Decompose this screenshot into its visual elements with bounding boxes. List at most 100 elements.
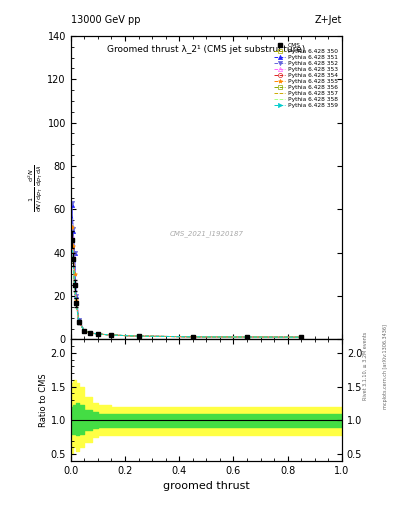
Line: Pythia 6.428 358: Pythia 6.428 358 xyxy=(72,240,301,337)
Pythia 6.428 352 xyxy=(190,334,195,340)
Pythia 6.428 357 xyxy=(71,256,75,262)
Pythia 6.428 350 xyxy=(77,319,81,325)
Pythia 6.428 352 xyxy=(82,328,86,334)
Pythia 6.428 356 xyxy=(136,333,141,339)
Pythia 6.428 351 xyxy=(190,334,195,340)
Pythia 6.428 355 xyxy=(82,328,86,334)
Pythia 6.428 359 xyxy=(109,332,114,338)
Pythia 6.428 356 xyxy=(190,334,195,340)
Pythia 6.428 355 xyxy=(71,243,75,249)
Pythia 6.428 353 xyxy=(71,254,75,260)
Line: Pythia 6.428 352: Pythia 6.428 352 xyxy=(70,201,303,339)
Pythia 6.428 353 xyxy=(77,319,81,325)
Pythia 6.428 354 xyxy=(74,300,79,306)
Pythia 6.428 357 xyxy=(74,300,79,306)
Pythia 6.428 358 xyxy=(244,334,250,340)
Pythia 6.428 353 xyxy=(190,334,195,340)
Line: Pythia 6.428 354: Pythia 6.428 354 xyxy=(70,238,303,339)
Pythia 6.428 358 xyxy=(190,334,195,340)
Pythia 6.428 359 xyxy=(77,319,81,325)
Pythia 6.428 351 xyxy=(82,328,86,334)
Pythia 6.428 357 xyxy=(95,331,100,337)
Pythia 6.428 356 xyxy=(72,282,77,288)
Pythia 6.428 354 xyxy=(109,332,114,338)
Pythia 6.428 355 xyxy=(299,334,303,340)
Pythia 6.428 353 xyxy=(244,334,250,340)
Text: CMS_2021_I1920187: CMS_2021_I1920187 xyxy=(169,230,243,237)
Pythia 6.428 358 xyxy=(95,331,100,337)
Text: mcplots.cern.ch [arXiv:1306.3436]: mcplots.cern.ch [arXiv:1306.3436] xyxy=(383,324,387,409)
Pythia 6.428 356 xyxy=(70,237,74,243)
Pythia 6.428 352 xyxy=(87,330,92,336)
Pythia 6.428 357 xyxy=(87,330,92,336)
Legend: CMS, Pythia 6.428 350, Pythia 6.428 351, Pythia 6.428 352, Pythia 6.428 353, Pyt: CMS, Pythia 6.428 350, Pythia 6.428 351,… xyxy=(273,42,339,109)
Pythia 6.428 355 xyxy=(72,271,77,278)
Pythia 6.428 354 xyxy=(87,330,92,336)
Pythia 6.428 353 xyxy=(87,330,92,336)
Pythia 6.428 353 xyxy=(74,300,79,306)
Pythia 6.428 354 xyxy=(244,334,250,340)
Pythia 6.428 354 xyxy=(71,256,75,262)
Pythia 6.428 353 xyxy=(72,280,77,286)
Pythia 6.428 351 xyxy=(71,228,75,234)
Pythia 6.428 355 xyxy=(190,334,195,340)
Pythia 6.428 351 xyxy=(70,202,74,208)
Pythia 6.428 359 xyxy=(299,334,303,340)
Pythia 6.428 356 xyxy=(74,300,79,306)
Pythia 6.428 357 xyxy=(82,328,86,334)
Pythia 6.428 356 xyxy=(95,331,100,337)
Pythia 6.428 351 xyxy=(77,317,81,323)
Pythia 6.428 355 xyxy=(109,332,114,338)
Pythia 6.428 352 xyxy=(77,317,81,323)
Pythia 6.428 350 xyxy=(82,328,86,334)
Pythia 6.428 357 xyxy=(70,237,74,243)
Pythia 6.428 352 xyxy=(71,226,75,232)
Line: Pythia 6.428 350: Pythia 6.428 350 xyxy=(70,238,303,339)
Pythia 6.428 350 xyxy=(136,333,141,339)
Pythia 6.428 351 xyxy=(95,331,100,337)
Pythia 6.428 352 xyxy=(95,331,100,337)
Pythia 6.428 356 xyxy=(77,319,81,325)
Pythia 6.428 359 xyxy=(136,333,141,339)
Text: 13000 GeV pp: 13000 GeV pp xyxy=(71,15,140,25)
Pythia 6.428 358 xyxy=(136,333,141,339)
Pythia 6.428 359 xyxy=(82,328,86,334)
Pythia 6.428 357 xyxy=(136,333,141,339)
Pythia 6.428 353 xyxy=(109,332,114,338)
Pythia 6.428 355 xyxy=(74,297,79,304)
Pythia 6.428 356 xyxy=(109,332,114,338)
Pythia 6.428 352 xyxy=(109,332,114,338)
Pythia 6.428 352 xyxy=(70,200,74,206)
Pythia 6.428 352 xyxy=(74,293,79,299)
Pythia 6.428 358 xyxy=(299,334,303,340)
Pythia 6.428 350 xyxy=(74,300,79,306)
Line: Pythia 6.428 357: Pythia 6.428 357 xyxy=(72,240,301,337)
Pythia 6.428 351 xyxy=(299,334,303,340)
Pythia 6.428 355 xyxy=(244,334,250,340)
Pythia 6.428 356 xyxy=(82,328,86,334)
Pythia 6.428 352 xyxy=(299,334,303,340)
Pythia 6.428 359 xyxy=(74,300,79,306)
Pythia 6.428 353 xyxy=(70,234,74,241)
Pythia 6.428 350 xyxy=(72,282,77,288)
Line: Pythia 6.428 359: Pythia 6.428 359 xyxy=(70,238,303,339)
Pythia 6.428 355 xyxy=(77,319,81,325)
Pythia 6.428 354 xyxy=(299,334,303,340)
Pythia 6.428 356 xyxy=(71,256,75,262)
Pythia 6.428 359 xyxy=(95,331,100,337)
Pythia 6.428 350 xyxy=(70,237,74,243)
Pythia 6.428 353 xyxy=(299,334,303,340)
Pythia 6.428 359 xyxy=(244,334,250,340)
Line: Pythia 6.428 355: Pythia 6.428 355 xyxy=(70,225,303,339)
Pythia 6.428 357 xyxy=(109,332,114,338)
Pythia 6.428 356 xyxy=(299,334,303,340)
Pythia 6.428 353 xyxy=(82,328,86,334)
Pythia 6.428 359 xyxy=(72,282,77,288)
Pythia 6.428 351 xyxy=(109,332,114,338)
Line: Pythia 6.428 351: Pythia 6.428 351 xyxy=(70,203,303,339)
Pythia 6.428 357 xyxy=(190,334,195,340)
Pythia 6.428 351 xyxy=(244,334,250,340)
Pythia 6.428 351 xyxy=(74,293,79,299)
Pythia 6.428 350 xyxy=(71,256,75,262)
Pythia 6.428 358 xyxy=(74,300,79,306)
